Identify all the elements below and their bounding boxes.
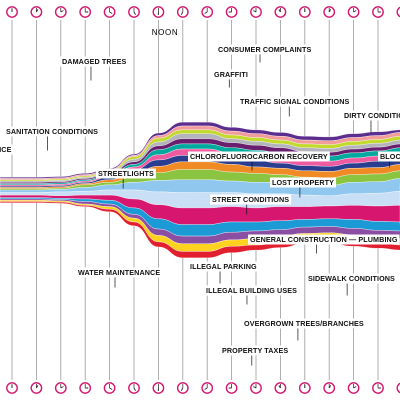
clock-icon <box>30 382 43 394</box>
clock-icon <box>103 382 116 394</box>
svg-text:SANITATION CONDITIONS: SANITATION CONDITIONS <box>6 127 98 136</box>
annotation-overgrown-trees-branches: OVERGROWN TREES/BRANCHES <box>242 318 366 341</box>
clock-icon <box>396 6 400 18</box>
clock-icon <box>298 382 311 394</box>
annotation-consumer-complaints: CONSUMER COMPLAINTS <box>216 44 314 63</box>
clock-icon <box>396 382 400 394</box>
clock-icon <box>347 382 360 394</box>
annotation-property-taxes: PROPERTY TAXES <box>220 345 291 366</box>
bottom-clock-row <box>6 382 400 394</box>
clock-icon <box>128 382 140 394</box>
svg-text:STREET CONDITIONS: STREET CONDITIONS <box>212 195 289 204</box>
clock-icon <box>372 6 384 18</box>
clock-icon <box>372 382 384 394</box>
clock-icon <box>103 6 116 18</box>
clock-icon <box>6 6 18 18</box>
annotation-damaged-trees: DAMAGED TREES <box>60 56 129 81</box>
svg-text:BLOC: BLOC <box>380 152 400 161</box>
top-clock-row <box>6 6 400 18</box>
clock-icon <box>176 382 189 394</box>
annotation-lost-property: LOST PROPERTY <box>270 177 337 198</box>
clock-icon <box>54 382 67 394</box>
annotation-streetlights: STREETLIGHTS <box>96 168 156 189</box>
clock-icon <box>176 6 189 18</box>
annotation-nce: NCE <box>0 144 14 155</box>
annotation-dirty-conditio: DIRTY CONDITIO <box>342 110 400 133</box>
clock-icon <box>152 382 165 394</box>
svg-text:CONSUMER COMPLAINTS: CONSUMER COMPLAINTS <box>218 45 311 54</box>
svg-text:DAMAGED TREES: DAMAGED TREES <box>62 57 127 66</box>
clock-icon <box>225 382 238 394</box>
annotation-sanitation-conditions: SANITATION CONDITIONS <box>4 126 101 151</box>
clock-icon <box>274 382 287 394</box>
svg-text:STREETLIGHTS: STREETLIGHTS <box>98 169 154 178</box>
svg-text:LOST PROPERTY: LOST PROPERTY <box>272 178 334 187</box>
clock-icon <box>250 6 262 18</box>
annotation-chlorofluorocarbon-recovery: CHLOROFLUOROCARBON RECOVERY <box>188 151 330 171</box>
annotation-graffiti: GRAFFITI <box>212 69 250 88</box>
clock-icon <box>323 6 336 18</box>
clock-icon <box>225 6 238 18</box>
clock-icon <box>152 6 165 18</box>
svg-text:NCE: NCE <box>0 145 12 154</box>
clock-icon <box>274 6 287 18</box>
annotation-sidewalk-conditions: SIDEWALK CONDITIONS <box>306 273 397 296</box>
clock-icon <box>201 382 214 394</box>
annotation-illegal-parking: ILLEGAL PARKING <box>188 261 259 284</box>
noon-label: NOON <box>152 28 178 37</box>
clock-icon <box>201 6 214 18</box>
svg-text:SIDEWALK CONDITIONS: SIDEWALK CONDITIONS <box>308 274 395 283</box>
clock-icon <box>250 382 262 394</box>
svg-text:OVERGROWN TREES/BRANCHES: OVERGROWN TREES/BRANCHES <box>244 319 364 328</box>
clock-icon <box>323 382 336 394</box>
svg-text:PROPERTY TAXES: PROPERTY TAXES <box>222 346 288 355</box>
svg-text:WATER MAINTENANCE: WATER MAINTENANCE <box>78 268 160 277</box>
annotation-illegal-building-uses: ILLEGAL BUILDING USES <box>204 285 300 305</box>
clock-icon <box>54 6 67 18</box>
annotation-water-maintenance: WATER MAINTENANCE <box>76 267 163 288</box>
svg-text:CHLOROFLUOROCARBON RECOVERY: CHLOROFLUOROCARBON RECOVERY <box>190 152 328 161</box>
annotation-labels: DAMAGED TREES CONSUMER COMPLAINTS GRAFFITI… <box>0 44 400 366</box>
clock-icon <box>79 382 92 394</box>
svg-text:DIRTY CONDITIO: DIRTY CONDITIO <box>344 111 400 120</box>
clock-icon <box>347 6 360 18</box>
clock-icon <box>128 6 140 18</box>
clock-icon <box>6 382 18 394</box>
annotation-bloc: BLOC <box>378 151 400 168</box>
svg-text:TRAFFIC SIGNAL CONDITIONS: TRAFFIC SIGNAL CONDITIONS <box>240 97 349 106</box>
annotation-traffic-signal-conditions: TRAFFIC SIGNAL CONDITIONS <box>238 96 352 117</box>
annotation-street-conditions: STREET CONDITIONS <box>210 194 292 215</box>
clock-icon <box>30 6 43 18</box>
svg-text:ILLEGAL PARKING: ILLEGAL PARKING <box>190 262 257 271</box>
clock-icon <box>298 6 311 18</box>
clock-icon <box>79 6 92 18</box>
svg-text:ILLEGAL BUILDING USES: ILLEGAL BUILDING USES <box>206 286 297 295</box>
svg-text:GRAFFITI: GRAFFITI <box>214 70 248 79</box>
svg-text:GENERAL CONSTRUCTION — PLUMBIN: GENERAL CONSTRUCTION — PLUMBING <box>250 235 398 244</box>
annotation-general-construction-plumbing: GENERAL CONSTRUCTION — PLUMBING <box>248 234 400 254</box>
